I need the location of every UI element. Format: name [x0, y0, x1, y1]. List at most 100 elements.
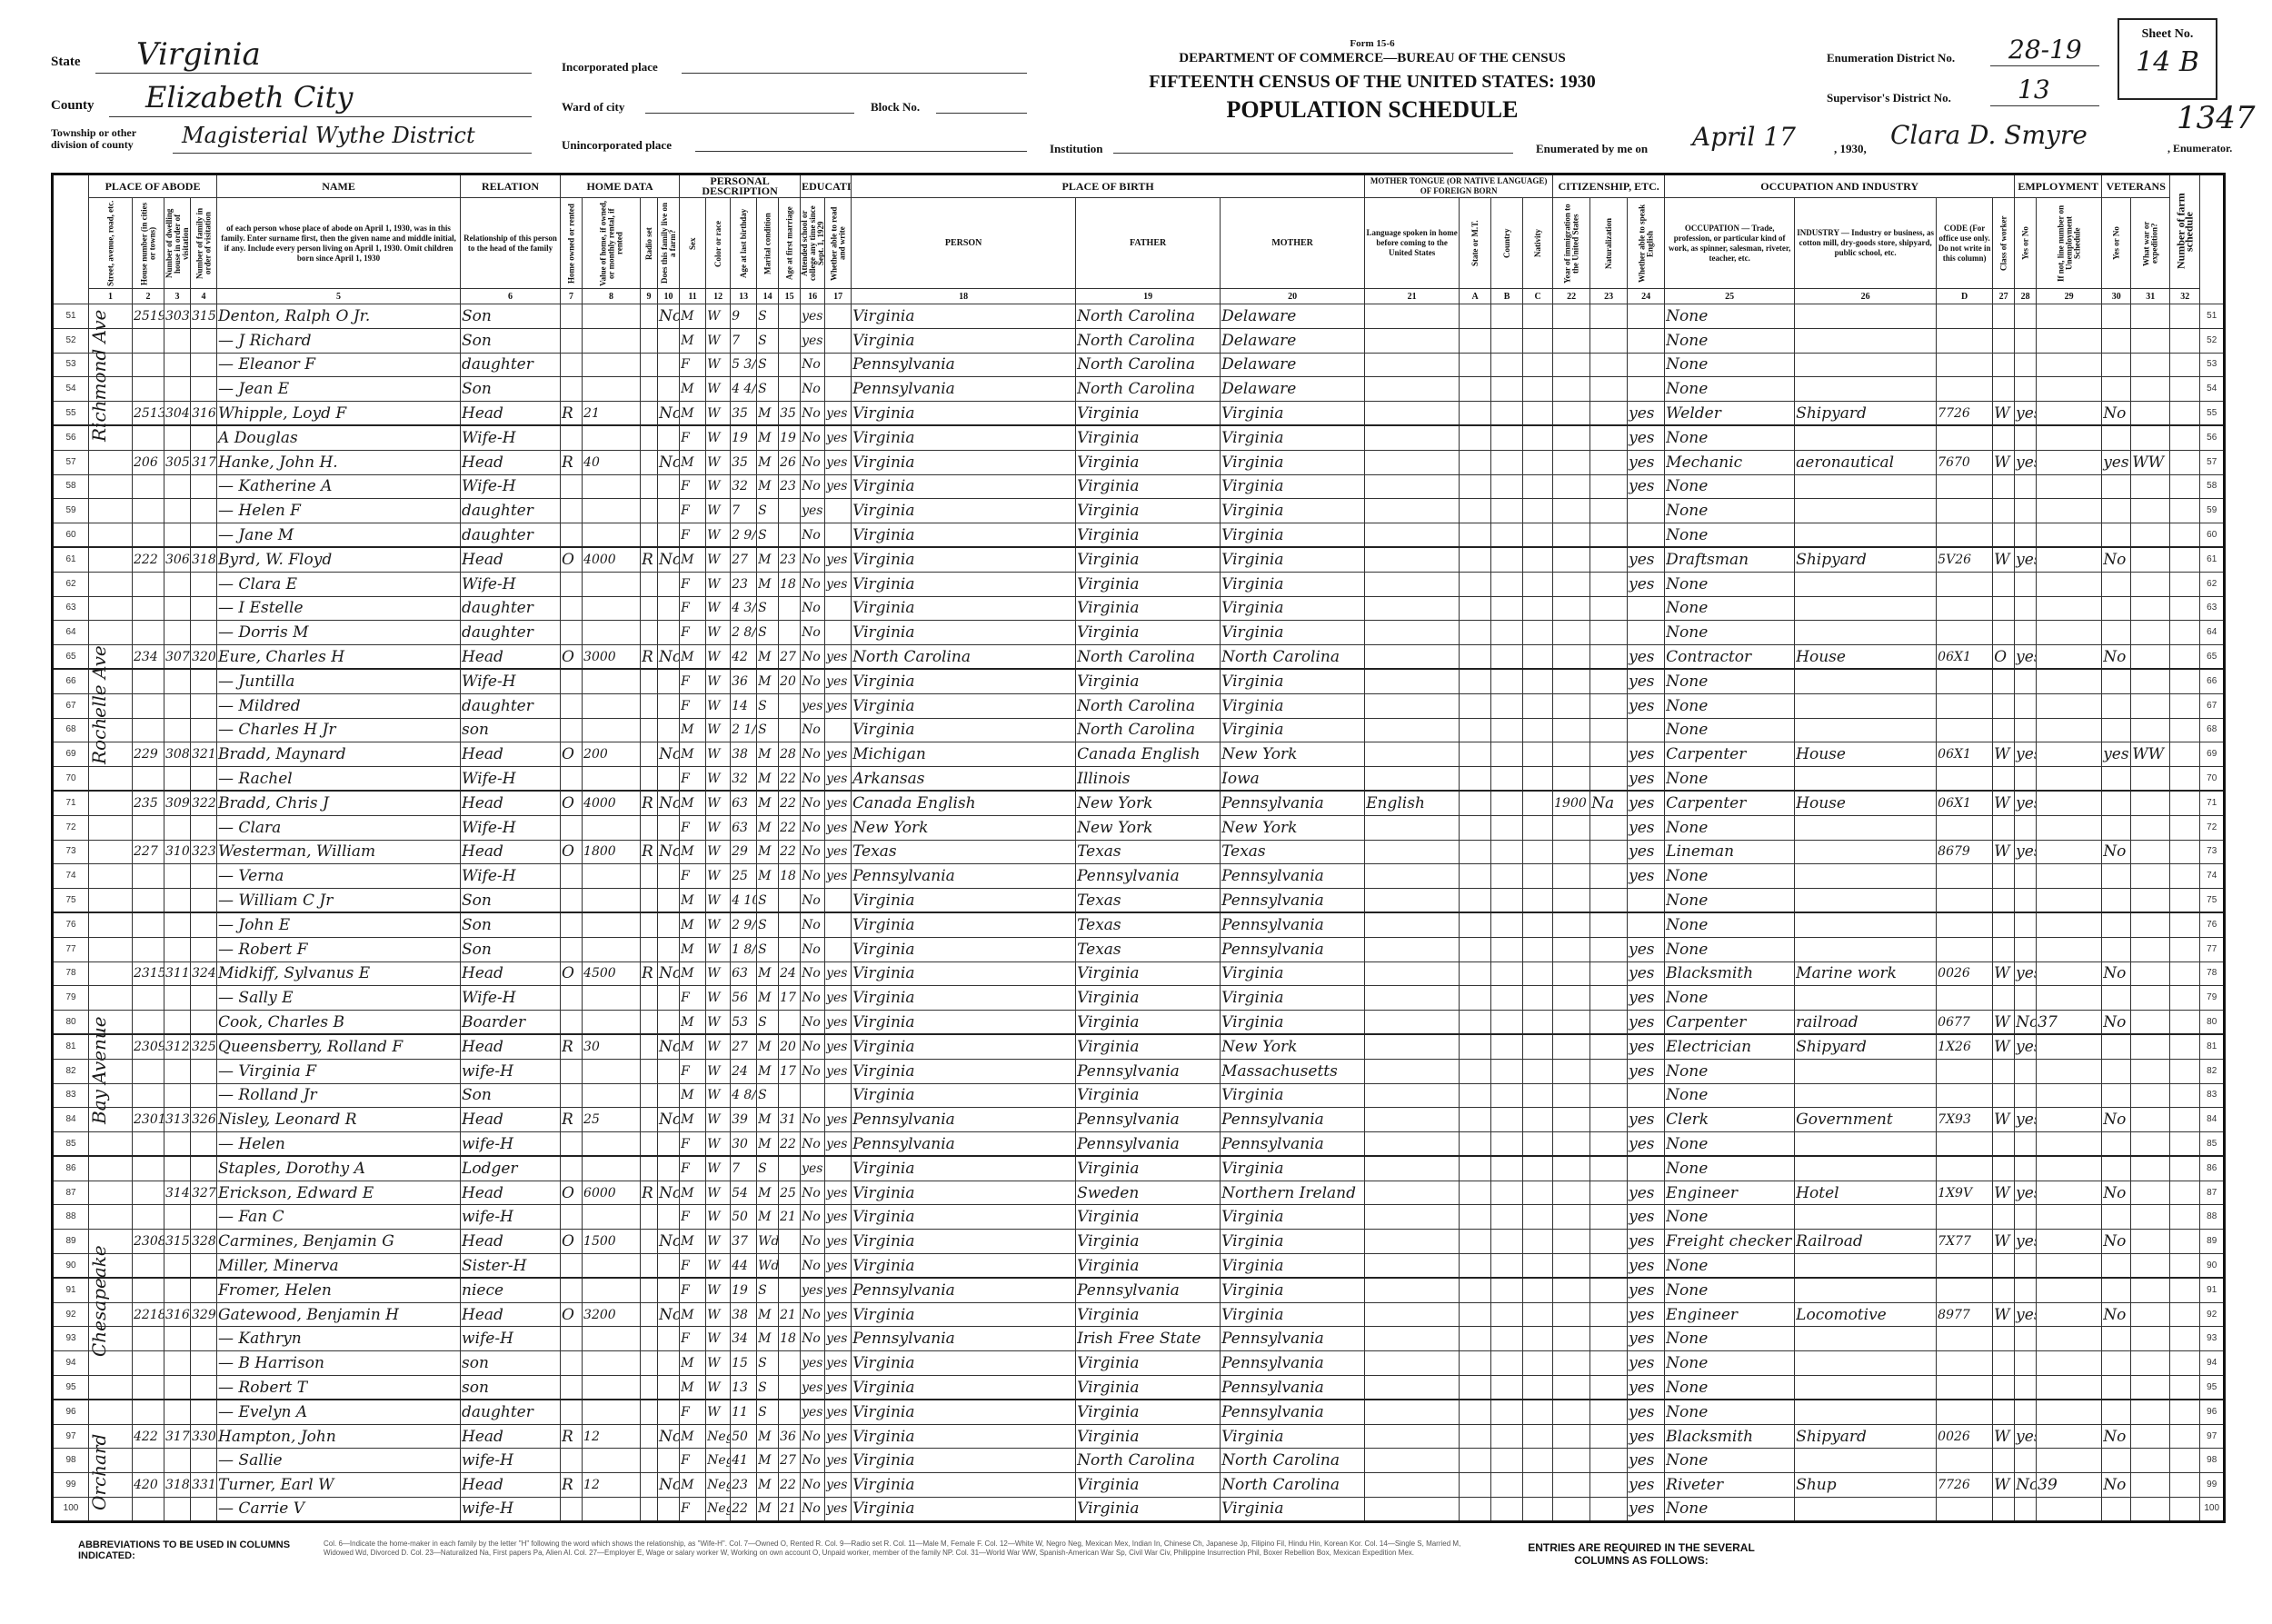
immigration-year	[1552, 352, 1591, 378]
code-a	[1459, 742, 1492, 768]
code-b	[1490, 1448, 1524, 1474]
home-tenure	[560, 1155, 583, 1181]
age-first-marriage: 22	[778, 839, 802, 865]
age: 2 9/12	[730, 912, 758, 938]
birthplace-father: Texas	[1075, 839, 1221, 865]
birthplace-person: Michigan	[851, 742, 1077, 768]
immigration-year	[1552, 936, 1591, 962]
age-first-marriage	[778, 595, 802, 622]
farm	[657, 814, 681, 841]
occupation: None	[1664, 692, 1796, 719]
table-row: 85— Helen wife-H F W 30 M 22 No yes Pennsylvania P…	[52, 1131, 2226, 1158]
street-margin: Richmond Ave Rochelle Ave Bay Avenue Chesap…	[87, 303, 131, 1520]
birthplace-mother: Virginia	[1220, 1010, 1366, 1036]
person-name: — Clara	[216, 814, 462, 841]
code-b	[1490, 1107, 1524, 1133]
house-number: 235	[132, 790, 164, 816]
age: 4 8/12	[730, 1082, 758, 1109]
dwelling-number	[164, 1448, 191, 1474]
immigration-year	[1552, 742, 1591, 768]
street-name: Bay Avenue	[89, 1016, 110, 1124]
person-name: — B Harrison	[216, 1350, 462, 1377]
marital-condition: M	[756, 1497, 780, 1523]
war	[2130, 668, 2171, 694]
veteran: No	[2101, 401, 2132, 427]
relationship: wife-H	[460, 1497, 562, 1523]
unemployment-line	[2036, 1155, 2103, 1181]
code-b	[1490, 888, 1524, 914]
veteran: No	[2101, 1107, 2132, 1133]
home-value	[582, 912, 642, 938]
race: W	[705, 352, 732, 378]
birthplace-person: Virginia	[851, 1448, 1077, 1474]
person-name: Staples, Dorothy A	[216, 1155, 462, 1181]
home-tenure: O	[560, 1180, 583, 1206]
header-col-25: OCCUPATION — Trade, profession, or parti…	[1664, 197, 1796, 289]
immigration-year	[1552, 863, 1591, 890]
class-of-worker	[1992, 668, 2016, 694]
column-number-10: 10	[657, 288, 681, 304]
code-c	[1522, 985, 1554, 1011]
race: W	[705, 620, 732, 646]
birthplace-mother: Virginia	[1220, 1229, 1366, 1255]
language	[1364, 595, 1460, 622]
column-number-A: A	[1459, 288, 1492, 304]
farm-schedule	[2169, 1497, 2201, 1523]
line-number: 91	[52, 1277, 89, 1303]
code-a	[1459, 1448, 1492, 1474]
unemployment-line	[2036, 376, 2103, 403]
marital-condition: M	[756, 401, 780, 427]
at-work	[2014, 1204, 2038, 1230]
birthplace-mother: Virginia	[1220, 1204, 1366, 1230]
line-number-right: 51	[2199, 304, 2226, 329]
dwelling-number: 310	[164, 839, 191, 865]
unemployment-line	[2036, 571, 2103, 597]
code-b	[1490, 961, 1524, 987]
relationship: Wife-H	[460, 424, 562, 451]
relationship: Head	[460, 1107, 562, 1133]
naturalization	[1589, 473, 1629, 500]
race: W	[705, 424, 732, 451]
language	[1364, 1399, 1460, 1425]
industry	[1794, 985, 1938, 1011]
code-a	[1459, 912, 1492, 938]
column-label-row: Street, avenue, road, etc. House number (…	[53, 197, 2225, 289]
occupation-code	[1936, 1326, 1994, 1352]
naturalization	[1589, 1253, 1629, 1280]
line-number-right: 81	[2199, 1033, 2226, 1060]
language	[1364, 1423, 1460, 1450]
line-number: 83	[52, 1082, 89, 1109]
can-read-write: yes	[824, 742, 852, 768]
age-first-marriage	[778, 1010, 802, 1036]
entries-title: ENTRIES ARE REQUIRED IN THE SEVERAL COLU…	[1528, 1541, 1755, 1567]
footer-instructions: ABBREVIATIONS TO BE USED IN COLUMNS INDI…	[51, 1536, 2223, 1604]
birthplace-mother: Virginia	[1220, 1253, 1366, 1280]
dwelling-number	[164, 863, 191, 890]
at-work	[2014, 766, 2038, 792]
home-value	[582, 376, 642, 403]
family-number: 331	[189, 1472, 218, 1499]
age-first-marriage	[778, 376, 802, 403]
age: 22	[730, 1497, 758, 1523]
birthplace-father: Virginia	[1075, 985, 1221, 1011]
column-number-18: 18	[851, 288, 1077, 304]
group-employment: EMPLOYMENT	[2014, 174, 2103, 198]
code-a	[1459, 1204, 1492, 1230]
line-number-right: 97	[2199, 1423, 2226, 1450]
code-c	[1522, 352, 1554, 378]
table-row: 73 227 310 323 Westerman, William Head O 1800 R N…	[52, 839, 2226, 865]
house-number	[132, 473, 164, 500]
farm: No	[657, 449, 681, 475]
naturalization	[1589, 692, 1629, 719]
age-first-marriage: 27	[778, 1448, 802, 1474]
home-value: 40	[582, 449, 642, 475]
dwelling-number: 309	[164, 790, 191, 816]
naturalization	[1589, 1229, 1629, 1255]
birthplace-father: North Carolina	[1075, 304, 1221, 329]
line-number-right: 57	[2199, 449, 2226, 475]
sex: M	[679, 888, 707, 914]
naturalization	[1589, 376, 1629, 403]
farm	[657, 985, 681, 1011]
